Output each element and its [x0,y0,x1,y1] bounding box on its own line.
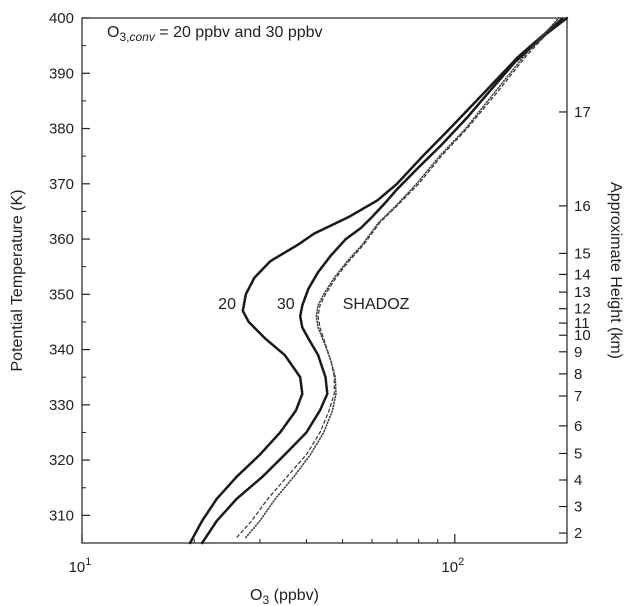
height-tick-label: 13 [574,284,591,301]
curve-label: 30 [277,296,295,313]
height-tick-label: 16 [574,198,591,215]
height-tick-label: 3 [574,499,582,516]
y-tick-label: 350 [49,286,74,303]
plot-frame [81,17,568,544]
x-tick-label: 101 [69,556,92,576]
y-axis-title: Potential Temperature (K) [9,189,26,371]
height-tick-label: 5 [574,445,582,462]
curve-label: SHADOZ [343,296,410,313]
y-tick-label: 400 [49,10,74,27]
series-line-shadoz [236,17,562,538]
height-tick-label: 15 [574,245,591,262]
y-tick-label: 330 [49,397,74,414]
y-tick-label: 320 [49,452,74,469]
annotation: O3,conv = 20 ppbv and 30 ppbv [107,24,323,44]
y-tick-label: 390 [49,65,74,82]
curve-label: 20 [218,296,236,313]
y-tick-label: 380 [49,121,74,138]
height-tick-label: 7 [574,388,582,405]
height-tick-label: 10 [574,327,591,344]
height-tick-label: 17 [574,104,591,121]
x-axis-title: O3 (ppbv) [250,587,319,606]
y-tick-label: 340 [49,342,74,359]
series-line-30 [200,16,569,545]
y-tick-label: 360 [49,231,74,248]
height-tick-label: 6 [574,418,582,435]
y-tick-label: 370 [49,176,74,193]
height-tick-label: 8 [574,366,582,383]
height-tick-label: 4 [574,472,582,489]
height-tick-label: 12 [574,301,591,318]
y-tick-label: 310 [49,507,74,524]
series-line-sonde-3 [245,17,560,539]
height-tick-label: 9 [574,344,582,361]
height-tick-label: 11 [574,315,590,332]
x-tick-label: 102 [441,556,464,576]
y2-axis-title: Approximate Height (km) [607,182,624,359]
series-line-20 [188,16,565,545]
height-tick-label: 14 [574,266,591,283]
height-tick-label: 2 [574,525,582,542]
